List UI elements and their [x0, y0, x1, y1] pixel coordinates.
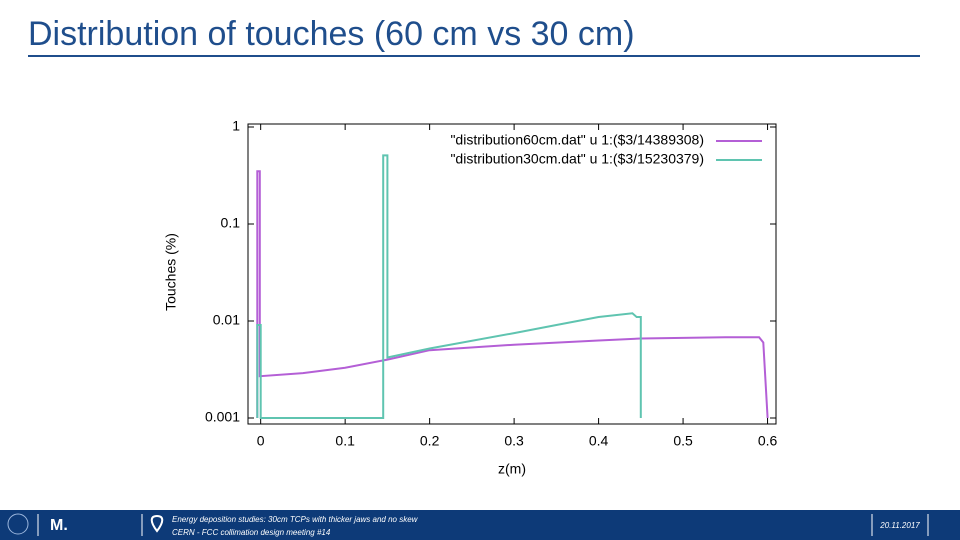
- footer-date: 20.11.2017: [879, 521, 920, 530]
- location-icon: [150, 514, 164, 533]
- x-axis-label: z(m): [498, 461, 526, 477]
- series-line: [256, 170, 769, 419]
- logo: [7, 513, 29, 535]
- legend-label: "distribution30cm.dat" u 1:($3/15230379): [450, 151, 704, 167]
- plot-frame: [247, 123, 777, 425]
- slide-title: Distribution of touches (60 cm vs 30 cm): [28, 15, 635, 53]
- y-axis-label: Touches (%): [163, 233, 179, 311]
- y-tick-label: 0.1: [221, 215, 241, 231]
- x-tick-label: 0.2: [420, 433, 440, 449]
- footer-line1: Energy deposition studies: 30cm TCPs wit…: [172, 515, 419, 524]
- footer-line2: CERN - FCC collimation design meeting #1…: [172, 528, 331, 537]
- y-tick-label: 0.001: [205, 409, 240, 425]
- x-tick-label: 0.5: [673, 433, 693, 449]
- x-tick-label: 0.4: [589, 433, 609, 449]
- series-line: [256, 154, 642, 419]
- footer-bar: [0, 510, 960, 540]
- footer-logo-text: M.: [50, 517, 68, 534]
- x-tick-label: 0.1: [335, 433, 355, 449]
- x-tick-label: 0.3: [504, 433, 524, 449]
- y-tick-label: 1: [232, 118, 240, 134]
- x-tick-label: 0.6: [758, 433, 778, 449]
- x-tick-label: 0: [257, 433, 265, 449]
- legend-label: "distribution60cm.dat" u 1:($3/14389308): [450, 132, 704, 148]
- y-tick-label: 0.01: [213, 312, 240, 328]
